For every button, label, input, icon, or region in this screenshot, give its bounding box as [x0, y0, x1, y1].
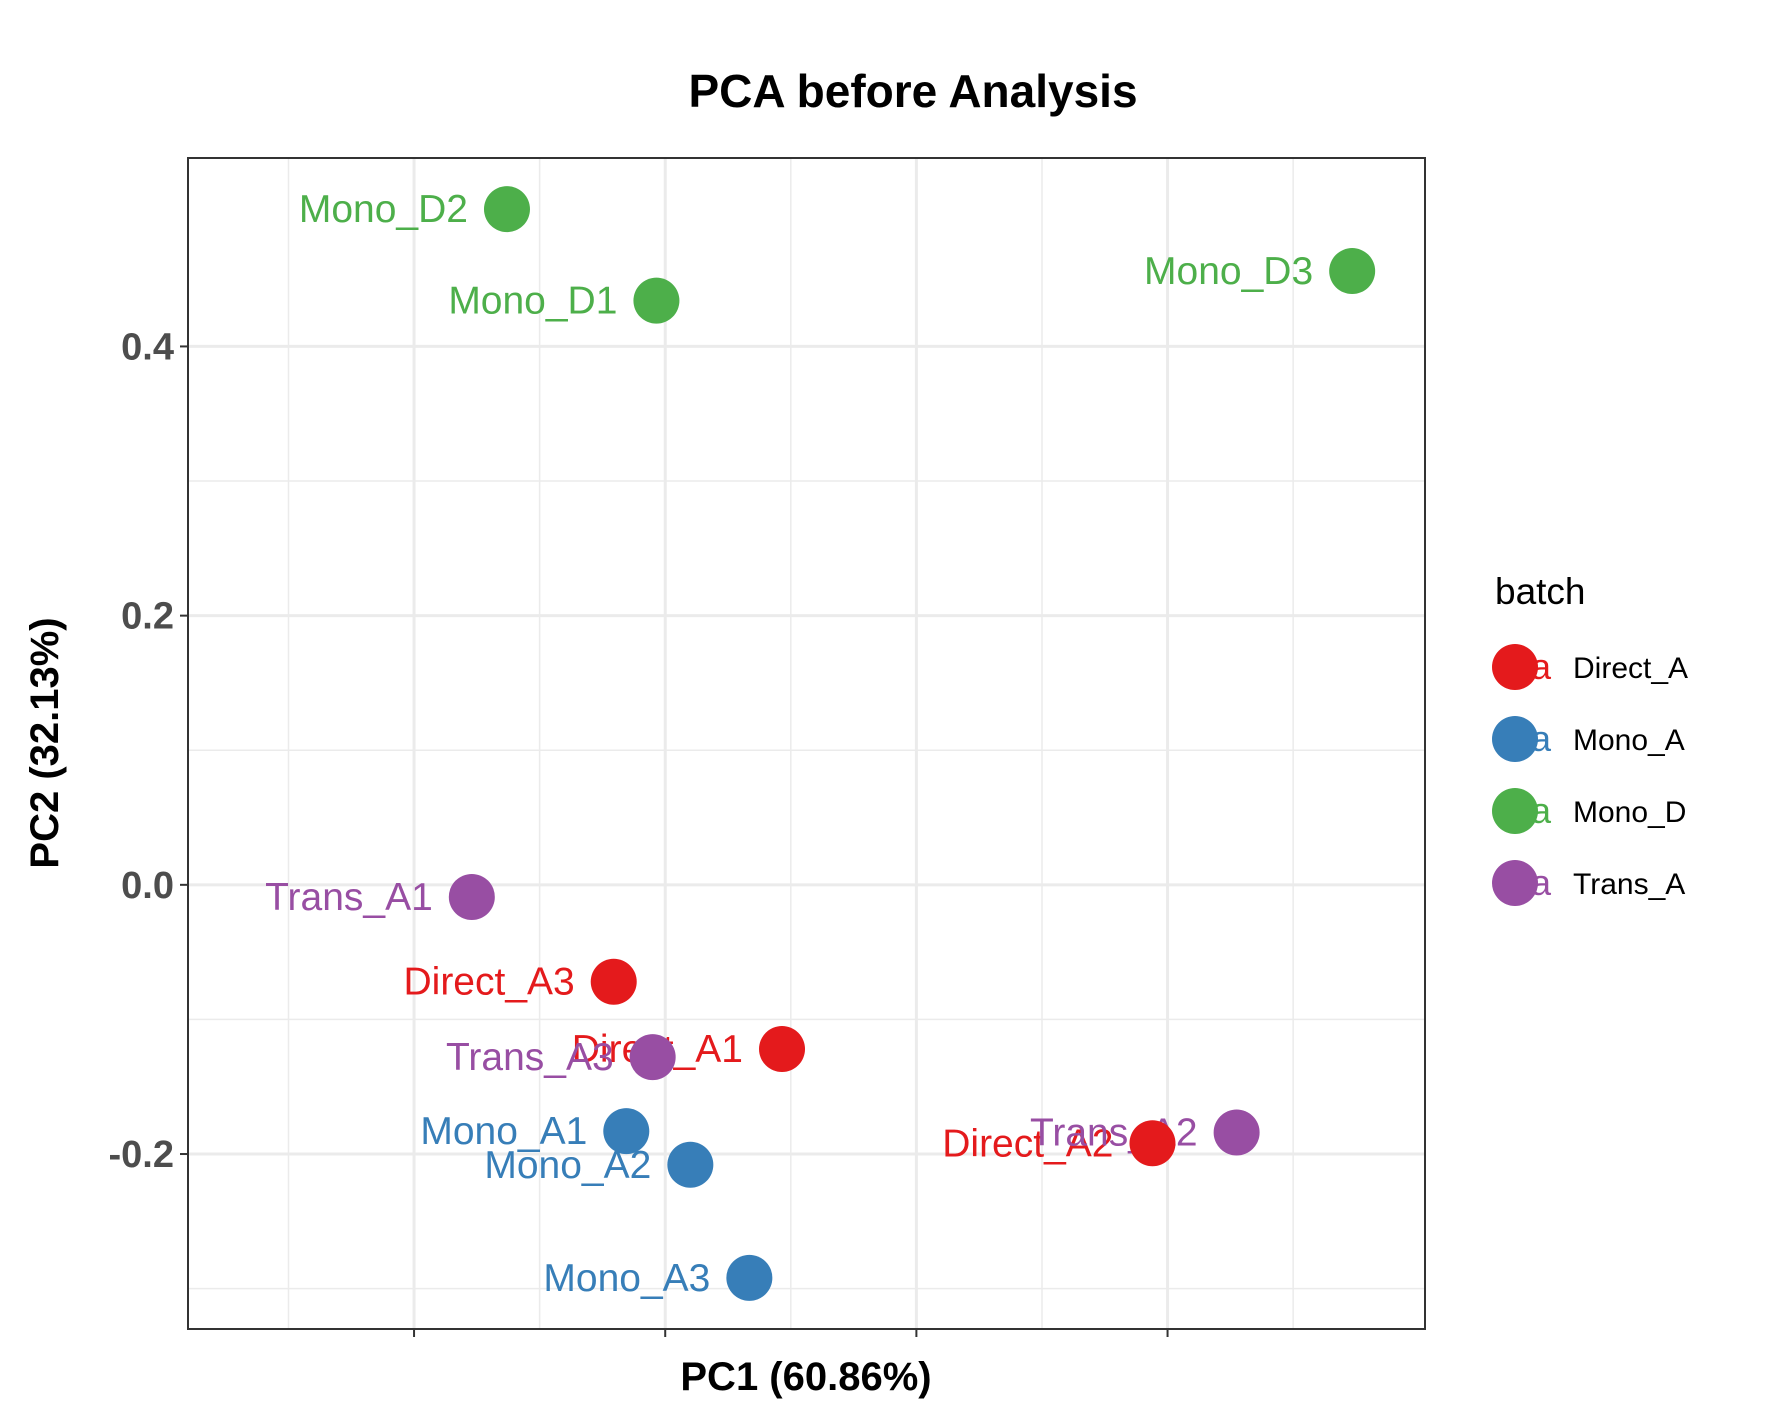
data-point [667, 1141, 714, 1188]
legend-key-point [1492, 644, 1538, 690]
y-axis-ticks: -0.2 0.0 0.2 0.4 [109, 326, 188, 1176]
legend-entry-label: Trans_A [1573, 868, 1685, 901]
legend-title: batch [1495, 571, 1586, 612]
legend-key-point [1492, 860, 1538, 906]
plot-panel-border [187, 157, 1426, 1330]
data-point [590, 958, 637, 1005]
x-axis-title: PC1 (60.86%) [680, 1355, 931, 1399]
legend-entry-label: Direct_A [1573, 652, 1688, 685]
data-point [759, 1026, 806, 1073]
data-points [448, 186, 1376, 1301]
legend-key-point [1492, 716, 1538, 762]
legend-key-glyph: a [1531, 646, 1552, 687]
legend-entry-label: Mono_A [1573, 724, 1685, 757]
data-point-label: Mono_D2 [299, 188, 468, 231]
data-point [1329, 248, 1376, 295]
data-point [726, 1254, 773, 1301]
data-point-label: Mono_A3 [543, 1257, 710, 1300]
data-point-label: Direct_A3 [403, 961, 574, 1004]
y-axis-title: PC2 (32.13%) [23, 617, 67, 868]
minor-grid [188, 158, 1425, 1329]
data-point [1129, 1120, 1176, 1167]
data-point [483, 186, 530, 233]
data-point-label: Mono_D1 [448, 280, 617, 323]
data-point-label: Trans_A1 [265, 876, 433, 919]
y-tick-label: 0.2 [121, 596, 174, 638]
y-tick-label: 0.4 [121, 326, 174, 368]
data-point [633, 277, 680, 324]
data-point [629, 1034, 676, 1081]
data-point [603, 1108, 650, 1155]
data-point [448, 873, 495, 920]
chart-title: PCA before Analysis [688, 65, 1137, 117]
y-tick-label: -0.2 [109, 1134, 174, 1176]
data-point-label: Mono_A1 [420, 1110, 587, 1153]
legend: batch a Direct_Aa Mono_Aa Mono_Da Trans_A [1492, 571, 1688, 906]
major-grid [188, 158, 1425, 1329]
data-point [1213, 1109, 1260, 1156]
legend-key-glyph: a [1531, 790, 1552, 831]
legend-key-glyph: a [1531, 862, 1552, 903]
x-axis-ticks [413, 1329, 1169, 1337]
legend-keys: a Direct_Aa Mono_Aa Mono_Da Trans_A [1492, 644, 1688, 906]
point-labels: Direct_A1Direct_A2Direct_A3Mono_A1Mono_A… [265, 188, 1313, 1300]
y-tick-label: 0.0 [121, 865, 174, 907]
data-point-label: Mono_D3 [1144, 250, 1313, 293]
legend-key-glyph: a [1531, 718, 1552, 759]
legend-key-point [1492, 788, 1538, 834]
legend-entry-label: Mono_D [1573, 796, 1686, 829]
data-point-label: Trans_A3 [446, 1036, 614, 1079]
data-point-label: Direct_A2 [942, 1122, 1113, 1165]
